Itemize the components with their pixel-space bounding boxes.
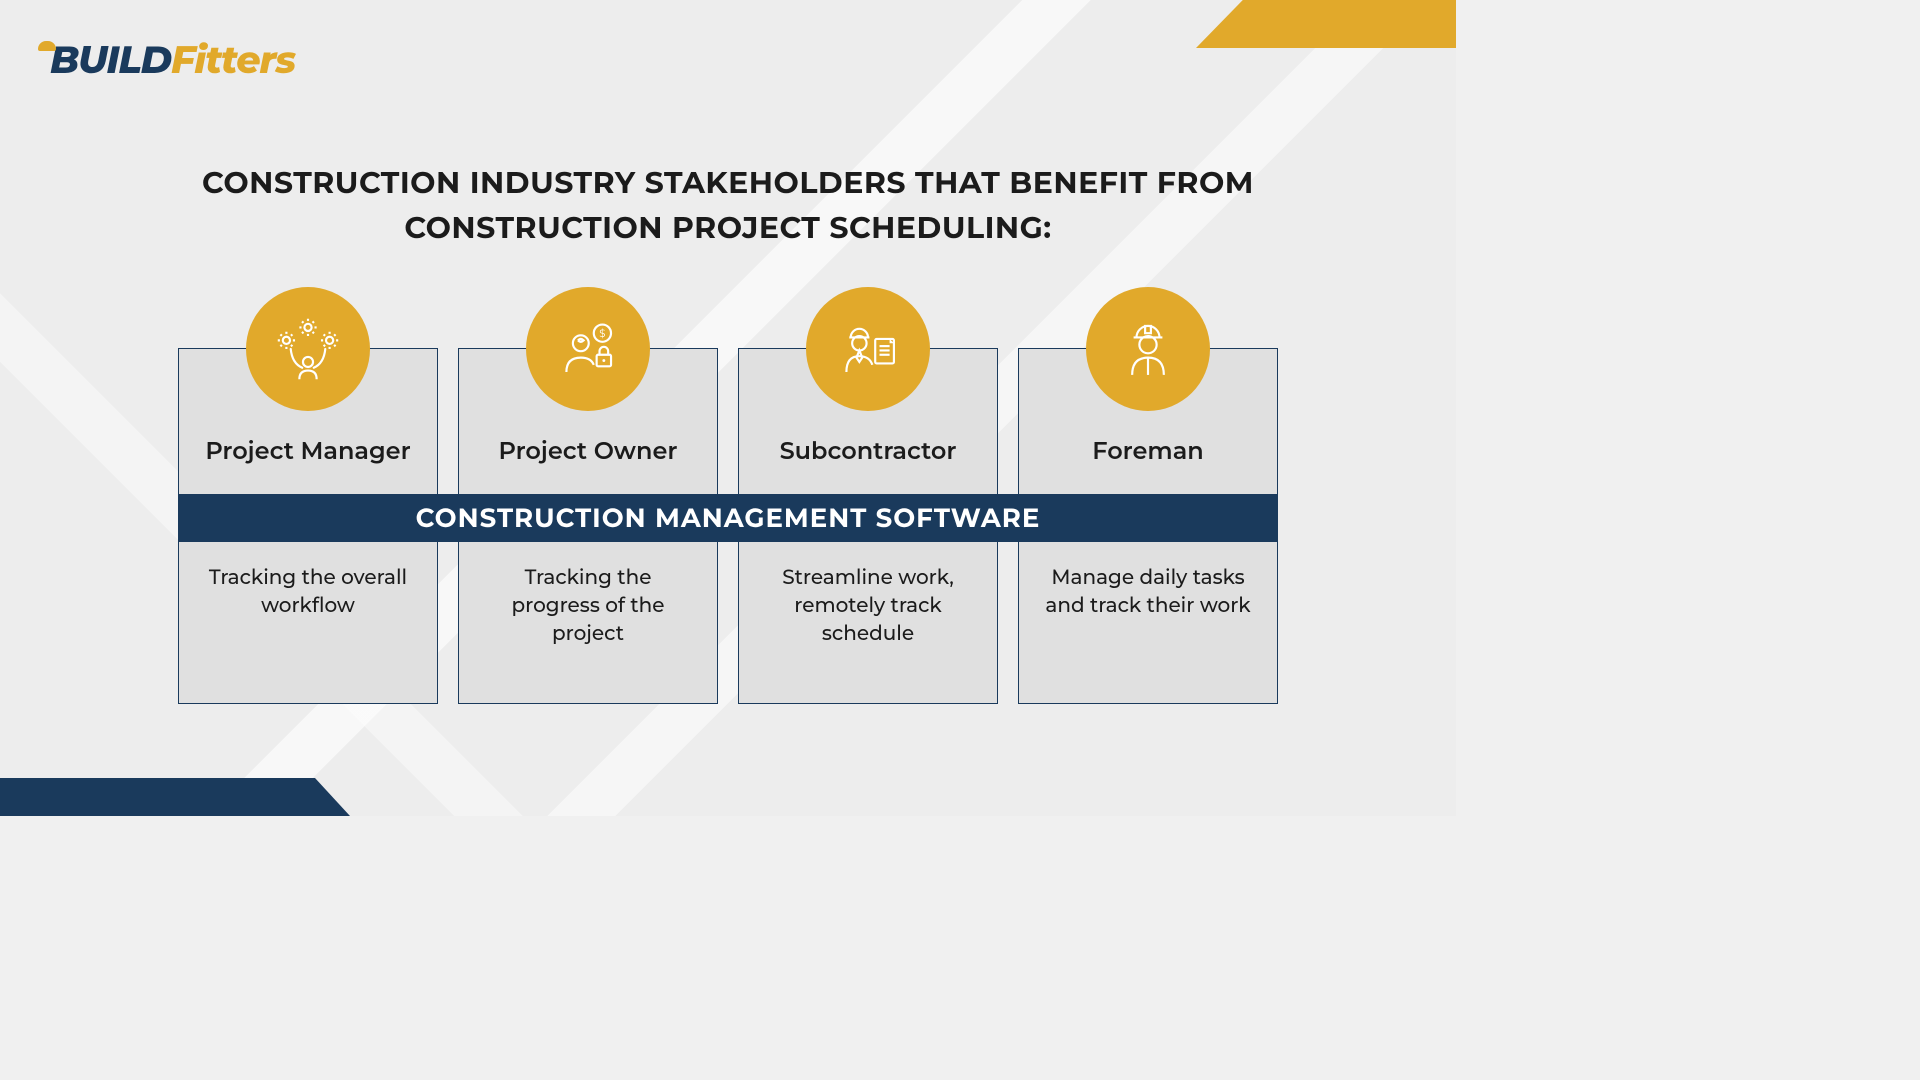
card-desc: Manage daily tasks and track their work: [1039, 564, 1257, 620]
card-desc: Tracking the overall workflow: [199, 564, 417, 620]
card-title: Project Owner: [499, 437, 678, 466]
card-desc: Tracking the progress of the project: [479, 564, 697, 648]
worker-hardhat-icon: [1086, 287, 1210, 411]
card-title: Project Manager: [205, 437, 410, 466]
logo: BUILDFitters: [32, 36, 295, 83]
card-title: Foreman: [1092, 437, 1203, 466]
decor-corner-bottom-left: [0, 778, 350, 816]
svg-text:$: $: [599, 327, 605, 340]
logo-hardhat-icon: [38, 41, 56, 51]
logo-part1: BUILD: [50, 36, 171, 83]
worker-document-icon: [806, 287, 930, 411]
banner: CONSTRUCTION MANAGEMENT SOFTWARE: [178, 494, 1278, 542]
logo-part2: Fitters: [171, 36, 295, 83]
page-title: CONSTRUCTION INDUSTRY STAKEHOLDERS THAT …: [0, 160, 1456, 250]
gears-person-icon: [246, 287, 370, 411]
card-desc: Streamline work, remotely track schedule: [759, 564, 977, 648]
person-money-lock-icon: $: [526, 287, 650, 411]
card-title: Subcontractor: [780, 437, 957, 466]
